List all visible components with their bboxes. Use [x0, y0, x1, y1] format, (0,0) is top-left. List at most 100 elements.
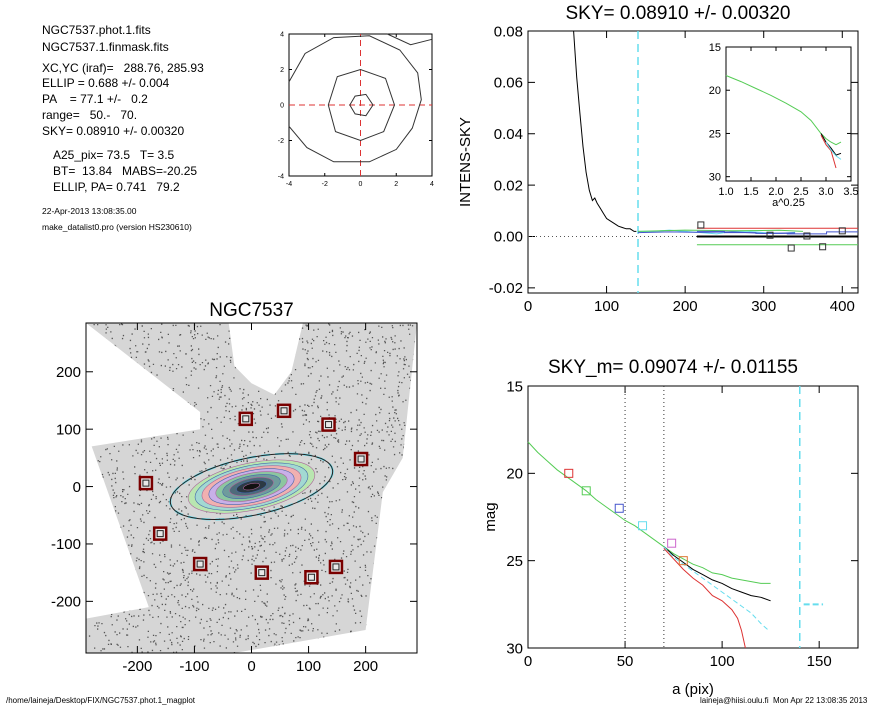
- center-coords: XC,YC (iraf)= 288.76, 285.93: [42, 61, 204, 75]
- sky-box-inner: [332, 563, 340, 571]
- sky-box-marker: [787, 244, 795, 252]
- contour-panel: -4 -2 0 2 4 -4 -2 0 2 4: [278, 31, 434, 188]
- ellipticity: ELLIP = 0.688 +/- 0.004: [42, 76, 170, 90]
- sky-box-inner: [357, 455, 365, 463]
- y-axis-label: INTENS-SKY: [457, 117, 474, 207]
- x-tick-label: -200: [122, 658, 152, 675]
- sky-box: [152, 526, 168, 541]
- y-tick-label: 200: [56, 364, 81, 381]
- contour-line: [327, 68, 396, 142]
- sky-box-marker: [819, 243, 827, 251]
- sky-box-marker: [838, 227, 846, 235]
- contour-line: [387, 33, 433, 46]
- chart-title-galaxy: NGC7537: [209, 300, 294, 321]
- y-tick-label: -200: [51, 594, 81, 611]
- mag-series-cyan: [663, 546, 770, 631]
- y-tick-label: 0: [280, 102, 284, 109]
- chart-title-sky: SKY= 0.08910 +/- 0.00320: [565, 3, 790, 24]
- filename-phot: NGC7537.phot.1.fits: [42, 23, 151, 37]
- chart-title-magnitude: SKY_m= 0.09074 +/- 0.01155: [548, 357, 798, 378]
- sky-box: [192, 556, 208, 572]
- profile-series-black: [573, 30, 637, 232]
- mag-box-marker: [581, 486, 591, 496]
- y-tick-label: 30: [506, 640, 523, 657]
- mag-box-marker: [638, 521, 648, 531]
- x-tick-label: 2.0: [768, 186, 783, 198]
- sky-box: [254, 565, 270, 580]
- sky-box: [328, 559, 344, 575]
- sky-box: [238, 411, 254, 427]
- ellip-pa-value: ELLIP, PA= 0.741 79.2: [53, 180, 180, 194]
- y-tick-label: 30: [709, 172, 721, 184]
- program-version: make_datalist0.pro (version HS230610): [42, 222, 192, 232]
- inset-series-cyan: [825, 141, 842, 160]
- sky-value: SKY= 0.08910 +/- 0.00320: [42, 124, 185, 138]
- x-tick-label: 50: [617, 653, 634, 670]
- mag-series-black: [663, 546, 771, 602]
- y-tick-label: 0.04: [494, 126, 523, 143]
- galaxy-isophote: [243, 482, 260, 491]
- sky-box: [304, 569, 319, 585]
- timestamp: 22-Apr-2013 13:08:35.00: [42, 206, 137, 216]
- x-tick-label: 0: [359, 181, 363, 188]
- sky-box: [321, 417, 336, 432]
- sky-box-inner: [258, 569, 266, 577]
- x-tick-label: -100: [179, 658, 209, 675]
- galaxy-image-panel: NGC7537 -200 -100 0 100 200 -200 -100 0 100 200: [51, 300, 418, 675]
- mag-box-marker: [564, 468, 574, 478]
- y-tick-label: -0.02: [489, 280, 523, 297]
- x-tick-label: 100: [296, 658, 321, 675]
- x-axis-label: a (pix): [672, 681, 714, 698]
- x-tick-label: 4: [430, 181, 434, 188]
- y-tick-label: 0: [73, 479, 81, 496]
- y-tick-label: -100: [51, 536, 81, 553]
- y-tick-label: 0.08: [494, 23, 523, 40]
- contour-line: [288, 35, 422, 163]
- sky-box-marker: [766, 231, 774, 239]
- y-tick-label: 20: [709, 85, 721, 97]
- x-tick-label: 0: [524, 298, 532, 315]
- profile-series-green: [637, 229, 804, 232]
- inset-background: [726, 47, 851, 181]
- x-tick-label: 2: [394, 181, 398, 188]
- y-tick-label: 0.00: [494, 229, 523, 246]
- x-tick-label: 1.0: [718, 186, 733, 198]
- x-tick-label: 2.5: [793, 186, 808, 198]
- y-tick-label: 0.06: [494, 75, 523, 92]
- y-tick-label: 0.02: [494, 177, 523, 194]
- sky-box-inner: [242, 415, 250, 423]
- contour-line: [349, 93, 374, 117]
- x-tick-label: 400: [830, 298, 855, 315]
- mag-series-red: [663, 548, 746, 649]
- y-tick-label: 15: [506, 378, 523, 395]
- x-tick-label: 1.5: [743, 186, 758, 198]
- x-tick-label: 0: [524, 653, 532, 670]
- bt-mabs-value: BT= 13.84 MABS=-20.25: [53, 164, 198, 178]
- x-tick-label: 100: [710, 653, 735, 670]
- sky-box-inner: [142, 479, 150, 487]
- mag-series-green: [527, 441, 771, 584]
- sky-box-inner: [325, 421, 333, 429]
- footer-path: /home/laineja/Desktop/FIX/NGC7537.phot.1…: [6, 696, 195, 705]
- mag-box-marker: [667, 538, 677, 548]
- inset-panel: 1.0 1.5 2.0 2.5 3.0 3.5 15 20 25 30 a^0.25: [709, 42, 859, 209]
- y-tick-label: 25: [506, 553, 523, 570]
- x-tick-label: 3.5: [843, 186, 858, 198]
- fit-range: range= 50.- 70.: [42, 108, 138, 122]
- plot-frame: [725, 46, 852, 182]
- y-axis-label: mag: [482, 502, 499, 531]
- x-tick-label: 3.0: [818, 186, 833, 198]
- sky-ellipse-outline: [169, 453, 334, 520]
- x-tick-label: 150: [807, 653, 832, 670]
- inset-series-green: [725, 75, 842, 146]
- sky-box-marker: [803, 232, 811, 240]
- y-tick-label: -4: [278, 173, 284, 180]
- x-tick-label: 200: [353, 658, 378, 675]
- inset-x-label: a^0.25: [772, 197, 805, 209]
- x-tick-label: 100: [594, 298, 619, 315]
- inset-series-black: [820, 133, 842, 156]
- sky-box: [276, 403, 292, 419]
- footer-user: laineja@hiisi.oulu.fi Mon Apr 22 13:08:3…: [700, 696, 868, 705]
- sky-box-inner: [307, 573, 315, 581]
